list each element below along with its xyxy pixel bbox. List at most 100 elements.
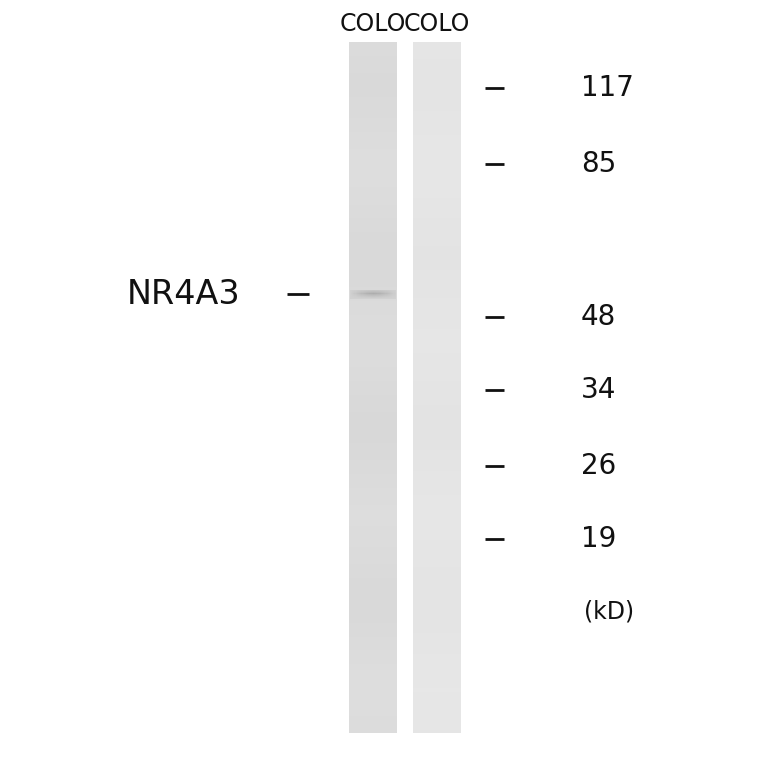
Bar: [349, 509, 397, 512]
Bar: [413, 163, 461, 167]
Bar: [358, 297, 359, 298]
Bar: [349, 198, 397, 201]
Bar: [413, 249, 461, 253]
Bar: [413, 713, 461, 716]
Bar: [413, 232, 461, 235]
Bar: [383, 296, 384, 297]
Bar: [350, 293, 351, 294]
Bar: [351, 293, 352, 294]
Bar: [413, 547, 461, 550]
Bar: [361, 296, 362, 297]
Bar: [362, 294, 364, 295]
Bar: [366, 297, 367, 298]
Bar: [349, 727, 397, 730]
Bar: [413, 654, 461, 657]
Bar: [413, 495, 461, 498]
Bar: [349, 294, 397, 298]
Bar: [349, 446, 397, 450]
Bar: [413, 80, 461, 83]
Bar: [349, 422, 397, 426]
Bar: [349, 163, 397, 167]
Bar: [349, 730, 397, 733]
Bar: [349, 284, 397, 287]
Bar: [413, 153, 461, 156]
Bar: [367, 294, 368, 295]
Bar: [393, 293, 394, 294]
Bar: [361, 298, 362, 299]
Bar: [382, 293, 383, 294]
Bar: [353, 295, 354, 296]
Bar: [356, 293, 357, 294]
Bar: [362, 295, 364, 296]
Bar: [386, 291, 387, 293]
Bar: [349, 547, 397, 550]
Bar: [349, 620, 397, 623]
Bar: [413, 668, 461, 672]
Bar: [349, 557, 397, 561]
Bar: [349, 343, 397, 346]
Bar: [349, 208, 397, 212]
Bar: [349, 502, 397, 505]
Bar: [373, 293, 374, 294]
Bar: [413, 167, 461, 170]
Bar: [349, 97, 397, 101]
Bar: [413, 464, 461, 468]
Bar: [413, 319, 461, 322]
Bar: [353, 297, 354, 298]
Bar: [413, 709, 461, 713]
Bar: [413, 723, 461, 727]
Bar: [413, 101, 461, 104]
Bar: [387, 291, 389, 293]
Bar: [356, 296, 357, 297]
Bar: [349, 90, 397, 94]
Bar: [349, 536, 397, 540]
Bar: [413, 509, 461, 512]
Bar: [377, 290, 379, 291]
Bar: [349, 706, 397, 709]
Bar: [413, 346, 461, 350]
Bar: [379, 295, 380, 296]
Bar: [351, 296, 352, 297]
Bar: [349, 688, 397, 692]
Bar: [349, 702, 397, 706]
Bar: [386, 296, 387, 297]
Bar: [367, 290, 368, 291]
Bar: [368, 296, 370, 297]
Bar: [349, 419, 397, 422]
Bar: [377, 293, 379, 294]
Bar: [413, 49, 461, 53]
Bar: [413, 294, 461, 298]
Bar: [413, 695, 461, 699]
Bar: [349, 142, 397, 146]
Bar: [349, 474, 397, 478]
Bar: [383, 297, 384, 298]
Bar: [349, 478, 397, 481]
Bar: [374, 297, 375, 298]
Bar: [374, 298, 375, 299]
Bar: [413, 661, 461, 664]
Bar: [380, 290, 382, 291]
Bar: [365, 296, 366, 297]
Bar: [413, 228, 461, 232]
Bar: [391, 297, 393, 298]
Bar: [349, 364, 397, 367]
Bar: [413, 550, 461, 554]
Bar: [349, 412, 397, 416]
Bar: [349, 170, 397, 173]
Bar: [413, 53, 461, 56]
Bar: [413, 56, 461, 60]
Bar: [349, 160, 397, 163]
Bar: [384, 294, 386, 295]
Bar: [413, 426, 461, 429]
Bar: [383, 290, 384, 291]
Bar: [356, 291, 357, 293]
Bar: [367, 296, 368, 297]
Bar: [413, 191, 461, 194]
Bar: [349, 80, 397, 83]
Bar: [383, 298, 384, 299]
Bar: [349, 398, 397, 402]
Bar: [413, 284, 461, 287]
Bar: [413, 588, 461, 591]
Bar: [359, 296, 361, 297]
Bar: [413, 253, 461, 257]
